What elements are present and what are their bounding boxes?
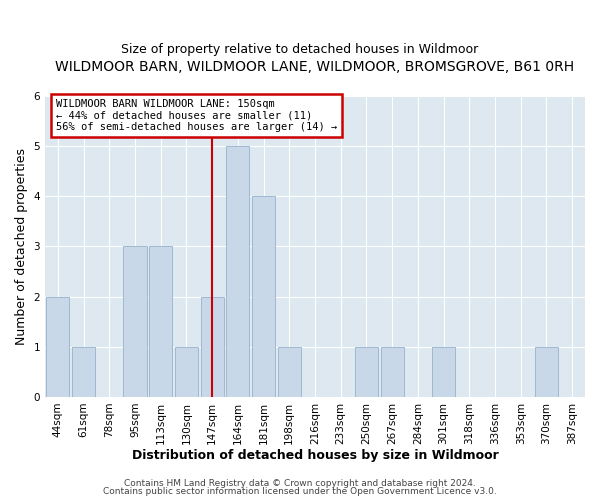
- Bar: [124, 246, 146, 397]
- Bar: [226, 146, 250, 397]
- Bar: [432, 347, 455, 397]
- Bar: [278, 347, 301, 397]
- Bar: [535, 347, 558, 397]
- Text: Size of property relative to detached houses in Wildmoor: Size of property relative to detached ho…: [121, 42, 479, 56]
- Title: WILDMOOR BARN, WILDMOOR LANE, WILDMOOR, BROMSGROVE, B61 0RH: WILDMOOR BARN, WILDMOOR LANE, WILDMOOR, …: [55, 60, 575, 74]
- Bar: [72, 347, 95, 397]
- Bar: [355, 347, 378, 397]
- Text: Contains public sector information licensed under the Open Government Licence v3: Contains public sector information licen…: [103, 487, 497, 496]
- Text: Contains HM Land Registry data © Crown copyright and database right 2024.: Contains HM Land Registry data © Crown c…: [124, 478, 476, 488]
- X-axis label: Distribution of detached houses by size in Wildmoor: Distribution of detached houses by size …: [131, 450, 499, 462]
- Bar: [175, 347, 198, 397]
- Bar: [252, 196, 275, 397]
- Bar: [380, 347, 404, 397]
- Y-axis label: Number of detached properties: Number of detached properties: [15, 148, 28, 345]
- Text: WILDMOOR BARN WILDMOOR LANE: 150sqm
← 44% of detached houses are smaller (11)
56: WILDMOOR BARN WILDMOOR LANE: 150sqm ← 44…: [56, 99, 337, 132]
- Bar: [149, 246, 172, 397]
- Bar: [200, 296, 224, 397]
- Bar: [46, 296, 70, 397]
